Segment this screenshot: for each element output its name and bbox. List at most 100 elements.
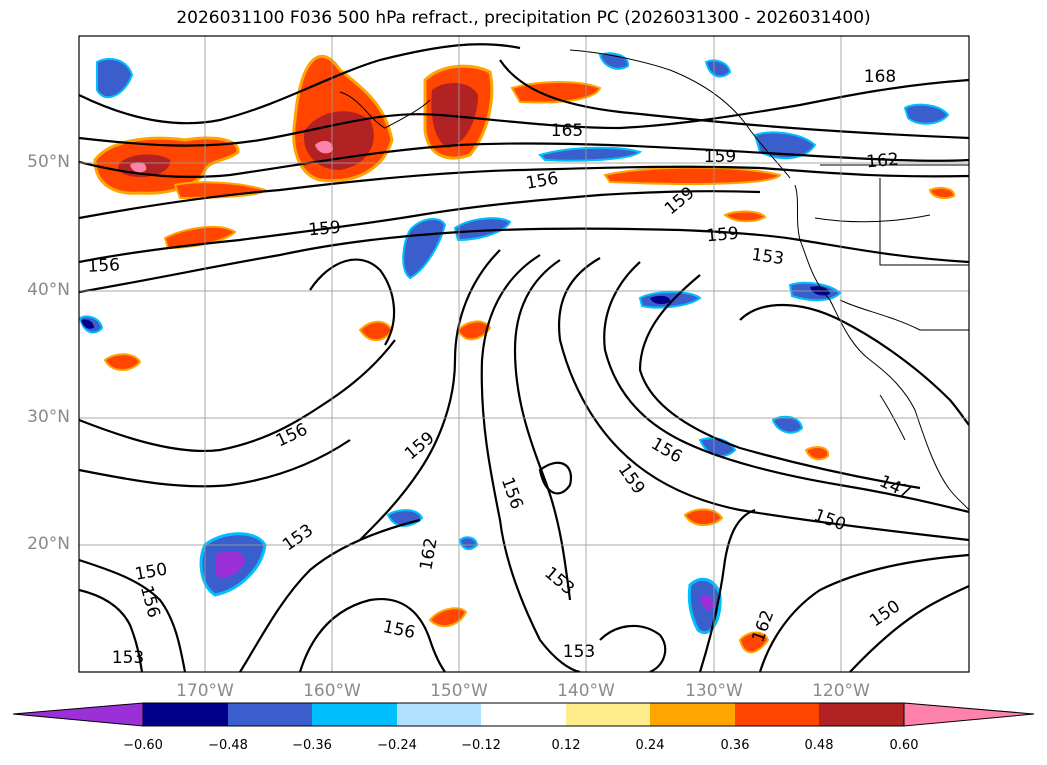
precip-patch xyxy=(81,319,94,329)
precip-patch xyxy=(683,508,724,527)
precip-patch xyxy=(738,631,770,653)
precip-patch xyxy=(700,594,714,611)
contour-line xyxy=(513,259,572,601)
colorbar-tick-label: 0.12 xyxy=(551,738,581,753)
contour-line xyxy=(558,257,969,542)
precip-patch xyxy=(130,162,147,173)
precip-negative-patches xyxy=(79,52,950,634)
contour-line xyxy=(849,585,969,672)
colorbar-extend-min xyxy=(12,702,144,727)
contour-line xyxy=(79,142,969,178)
contour-line xyxy=(638,274,921,490)
contour-label: 153 xyxy=(563,642,595,662)
precip-patch xyxy=(928,187,955,199)
precip-patch xyxy=(771,415,804,434)
contour-line xyxy=(79,78,969,147)
colorbar-tick-label: −0.36 xyxy=(292,738,332,753)
precip-patch xyxy=(538,146,643,162)
contour-label: 159 xyxy=(308,218,342,241)
precip-patch xyxy=(723,210,767,223)
contour-label: 168 xyxy=(864,67,896,87)
contour-line xyxy=(79,439,351,488)
contour-line xyxy=(79,43,521,125)
precip-patch xyxy=(458,536,479,551)
precip-patch xyxy=(215,550,245,578)
colorbar-segment xyxy=(312,703,397,726)
precip-patch xyxy=(456,320,492,341)
precip-patch xyxy=(103,353,142,371)
colorbar-tick-label: −0.48 xyxy=(208,738,248,753)
colorbar-segment xyxy=(566,703,650,726)
colorbar-outline xyxy=(142,702,905,727)
contour-label: 156 xyxy=(87,255,120,277)
colorbar-extend-max xyxy=(903,702,1035,727)
lon-label: 160°W xyxy=(303,681,361,701)
contour-line xyxy=(739,304,969,426)
contour-label: 159 xyxy=(704,147,736,167)
lon-label: 150°W xyxy=(430,681,488,701)
colorbar-tick-label: 0.24 xyxy=(635,738,665,753)
contour-line xyxy=(758,553,969,672)
precip-patch xyxy=(704,59,732,78)
colorbar-segment xyxy=(481,703,566,726)
colorbar-tick-label: 0.60 xyxy=(889,738,919,753)
precip-patch xyxy=(603,166,782,185)
contour-label: 153 xyxy=(750,245,785,269)
map-panel: 168 165 162 159 159 159 156 156 159 153 … xyxy=(79,36,969,672)
contour-line xyxy=(538,461,573,495)
contour-label: 162 xyxy=(866,150,900,173)
colorbar-segment xyxy=(650,703,735,726)
lat-label: 30°N xyxy=(27,407,70,427)
precip-patch xyxy=(428,607,468,628)
contour-label: 153 xyxy=(112,648,144,668)
colorbar-segment xyxy=(143,703,228,726)
lat-label: 50°N xyxy=(27,152,70,172)
contour-line xyxy=(298,597,446,672)
contour-line xyxy=(359,249,501,541)
colorbar-tick-label: −0.24 xyxy=(377,738,417,753)
precip-patch xyxy=(315,140,334,154)
lon-label: 120°W xyxy=(812,681,870,701)
contour-line xyxy=(79,190,761,264)
graticule xyxy=(79,36,969,672)
contour-line xyxy=(499,59,969,140)
precip-patch xyxy=(753,131,817,160)
contour-line xyxy=(239,518,421,672)
map-frame xyxy=(78,35,970,673)
precip-patch xyxy=(96,57,134,99)
precip-patch xyxy=(510,81,602,104)
precip-patch xyxy=(453,217,512,242)
contour-label: 165 xyxy=(551,121,583,141)
lon-label: 140°W xyxy=(557,681,615,701)
precip-patch xyxy=(804,446,830,461)
contour-lines xyxy=(79,43,969,672)
contour-line xyxy=(79,230,461,294)
contour-line xyxy=(309,258,396,346)
lat-label: 20°N xyxy=(27,534,70,554)
precip-patch xyxy=(903,103,950,125)
colorbar-segment xyxy=(735,703,819,726)
contour-line xyxy=(79,339,396,453)
colorbar-tick-label: −0.60 xyxy=(123,738,163,753)
contour-line xyxy=(79,165,969,220)
lon-label: 170°W xyxy=(176,681,234,701)
contour-label: 159 xyxy=(706,224,740,247)
contour-line xyxy=(698,508,756,672)
colorbar xyxy=(12,702,1035,727)
colorbar-tick-label: 0.36 xyxy=(720,738,750,753)
contour-line xyxy=(79,558,187,672)
contour-line xyxy=(459,227,969,264)
contour-line xyxy=(79,588,144,672)
precip-patch xyxy=(650,295,671,305)
colorbar-segment xyxy=(228,703,312,726)
contour-line xyxy=(603,261,969,514)
colorbar-segment xyxy=(819,703,904,726)
lat-label: 40°N xyxy=(27,280,70,300)
precip-positive-patches xyxy=(93,54,955,653)
colorbar-tick-label: −0.12 xyxy=(461,738,501,753)
contour-line xyxy=(480,254,581,672)
colorbar-segment xyxy=(397,703,481,726)
lon-label: 130°W xyxy=(685,681,743,701)
contour-line xyxy=(599,624,667,672)
